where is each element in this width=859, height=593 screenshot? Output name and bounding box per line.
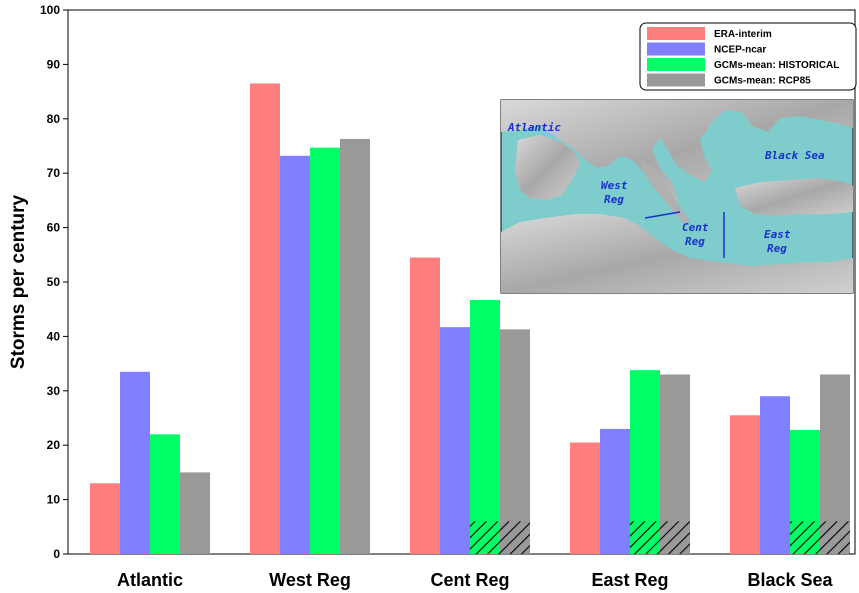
- legend-swatch: [647, 42, 705, 56]
- x-tick-label: Cent Reg: [430, 570, 509, 590]
- y-tick-label: 90: [47, 57, 61, 71]
- bar-cent-reg-gcms-mean-historical: [470, 299, 500, 554]
- bar-west-reg-ncep-ncar: [280, 155, 310, 555]
- y-tick-label: 30: [47, 384, 61, 398]
- bar-west-reg-gcms-mean-rcp85: [340, 138, 370, 555]
- bar-west-reg-gcms-mean-historical: [310, 147, 340, 554]
- bar-atlantic-era-interim: [90, 483, 120, 554]
- bar-atlantic-ncep-ncar: [120, 371, 150, 554]
- bar-cent-reg-era-interim: [410, 257, 440, 554]
- map-land-italy: [640, 162, 690, 224]
- y-axis: 0 10 20 30 40 50 60 70 80 90 100: [40, 3, 68, 561]
- bar-east-reg-ncep-ncar: [600, 428, 630, 554]
- bar-cent-reg-ncep-ncar: [440, 327, 470, 554]
- legend-swatch: [647, 27, 705, 40]
- map-label-cent-reg-1: Cent: [682, 221, 709, 234]
- legend-swatch: [647, 73, 705, 87]
- map-divider-west-cent: [644, 211, 681, 219]
- legend-label: ERA-interim: [714, 29, 772, 40]
- hatch-black-sea: [790, 521, 820, 554]
- hatch-cent-reg: [470, 521, 500, 554]
- y-tick-label: 0: [53, 547, 60, 561]
- legend-label: GCMs-mean: RCP85: [714, 76, 811, 87]
- map-land-africa: [501, 214, 853, 293]
- y-axis-title: Storms per century: [8, 194, 29, 369]
- x-tick-label: East Reg: [591, 570, 668, 590]
- map-label-black-sea: Black Sea: [764, 149, 825, 162]
- bar-atlantic-gcms-mean-rcp85: [180, 472, 210, 554]
- y-tick-label: 60: [47, 221, 61, 235]
- x-tick-label: Atlantic: [117, 570, 183, 590]
- x-axis: Atlantic West Reg Cent Reg East Reg Black Se…: [117, 570, 834, 590]
- map-land-europe: [501, 100, 853, 206]
- y-tick-label: 40: [47, 329, 61, 343]
- map-label-west-reg-2: Reg: [604, 193, 624, 206]
- map-label-atlantic: Atlantic: [507, 121, 561, 134]
- map-land-iberia: [515, 135, 580, 200]
- map-label-west-reg-1: West: [601, 179, 628, 192]
- bar-black-sea-era-interim: [730, 415, 760, 554]
- y-tick-label: 80: [47, 112, 61, 126]
- bar-black-sea-ncep-ncar: [760, 396, 790, 554]
- y-tick-label: 50: [47, 275, 61, 289]
- map-label-east-reg-2: Reg: [767, 242, 787, 255]
- map-land-turkey: [735, 178, 853, 216]
- legend-label: NCEP-ncar: [714, 45, 766, 56]
- bar-east-reg-era-interim: [570, 442, 600, 554]
- x-tick-label: West Reg: [269, 570, 351, 590]
- legend: ERA-interim NCEP-ncar GCMs-mean: HISTORICA…: [639, 22, 857, 91]
- y-tick-label: 10: [47, 493, 61, 507]
- hatch-group: [470, 521, 850, 554]
- hatch-black-sea: [820, 521, 850, 554]
- x-tick-label: Black Sea: [747, 570, 833, 590]
- bar-cent-reg-gcms-mean-rcp85: [500, 329, 530, 554]
- inset-map: Atlantic West Reg Cent Reg East Reg Blac…: [500, 99, 854, 294]
- map-label-east-reg-1: East: [764, 228, 791, 241]
- legend-label: GCMs-mean: HISTORICAL: [714, 60, 839, 71]
- legend-swatch: [647, 58, 705, 71]
- y-tick-label: 70: [47, 166, 61, 180]
- hatch-cent-reg: [500, 521, 530, 554]
- y-tick-label: 100: [40, 3, 60, 17]
- bar-west-reg-era-interim: [250, 83, 280, 554]
- bar-atlantic-gcms-mean-historical: [150, 434, 180, 554]
- y-tick-label: 20: [47, 438, 61, 452]
- hatch-east-reg: [660, 521, 690, 554]
- map-label-cent-reg-2: Reg: [685, 235, 705, 248]
- map-black-sea: [752, 130, 845, 170]
- hatch-east-reg: [630, 521, 660, 554]
